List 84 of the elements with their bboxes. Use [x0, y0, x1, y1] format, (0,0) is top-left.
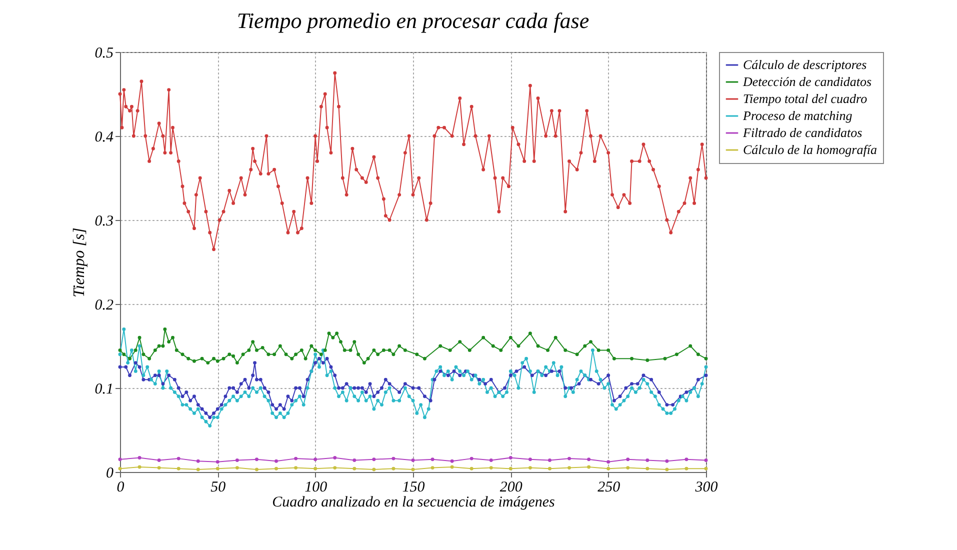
- point: [255, 468, 258, 472]
- x-tick-label: 0: [116, 480, 125, 496]
- legend-label: Cálculo de descriptores: [743, 57, 867, 72]
- legend-label: Cálculo de la homografía: [743, 142, 878, 157]
- y-tick-label: 0.5: [94, 46, 114, 62]
- x-tick-label: 200: [500, 480, 523, 496]
- point: [548, 458, 552, 462]
- point: [587, 458, 591, 462]
- point: [606, 466, 610, 470]
- point: [411, 468, 415, 472]
- y-tick-label: 0.3: [94, 214, 114, 230]
- point: [274, 459, 278, 463]
- point: [333, 456, 337, 460]
- point: [626, 458, 630, 462]
- point: [314, 458, 318, 462]
- point: [235, 466, 239, 470]
- y-tick-label: 0.1: [94, 382, 114, 398]
- point: [704, 458, 708, 462]
- legend-label: Filtrado de candidatos: [742, 125, 862, 140]
- point: [548, 466, 552, 470]
- point: [568, 456, 571, 460]
- point: [528, 458, 532, 462]
- point: [138, 456, 142, 460]
- x-tick-label: 300: [694, 480, 718, 496]
- point: [508, 466, 512, 470]
- x-axis-title: Cuadro analizado en la secuencia de imágenes: [272, 494, 556, 510]
- point: [176, 466, 180, 470]
- point: [294, 466, 298, 470]
- x-tick-label: 100: [304, 480, 328, 496]
- point: [138, 465, 142, 469]
- point: [235, 458, 239, 462]
- y-axis-title: Tiempo [s]: [70, 228, 88, 298]
- point: [176, 456, 180, 460]
- point: [665, 468, 669, 472]
- point: [489, 458, 493, 462]
- point: [216, 460, 220, 464]
- point: [118, 466, 122, 470]
- point: [372, 468, 376, 472]
- point: [684, 458, 688, 462]
- y-tick-label: 0: [106, 466, 114, 482]
- point: [216, 466, 220, 470]
- point: [352, 458, 356, 462]
- y-tick-label: 0.2: [94, 298, 114, 314]
- point: [411, 458, 415, 462]
- legend-label: Tiempo total del cuadro: [743, 91, 868, 106]
- point: [568, 466, 571, 470]
- point: [646, 466, 650, 470]
- point: [392, 456, 396, 460]
- point: [665, 459, 669, 463]
- point: [118, 458, 122, 462]
- point: [157, 458, 161, 462]
- chart-title: Tiempo promedio en procesar cada fase: [236, 8, 590, 33]
- legend-label: Detección de candidatos: [742, 74, 872, 89]
- point: [528, 466, 532, 470]
- legend-label: Proceso de matching: [742, 108, 853, 123]
- point: [450, 465, 454, 469]
- point: [352, 466, 356, 470]
- point: [392, 466, 396, 470]
- point: [196, 459, 200, 463]
- point: [684, 466, 688, 470]
- point: [470, 466, 474, 470]
- x-tick-label: 250: [598, 480, 621, 496]
- point: [450, 459, 454, 463]
- point: [430, 458, 434, 462]
- point: [646, 458, 650, 462]
- point: [587, 465, 591, 469]
- x-tick-label: 150: [402, 480, 426, 496]
- point: [626, 466, 630, 470]
- y-tick-label: 0.4: [94, 130, 114, 146]
- point: [606, 460, 610, 464]
- point: [255, 458, 258, 462]
- point: [294, 456, 298, 460]
- x-tick-label: 50: [210, 480, 226, 496]
- point: [704, 466, 708, 470]
- point: [196, 468, 200, 472]
- point: [470, 456, 474, 460]
- point: [274, 466, 278, 470]
- point: [430, 466, 434, 470]
- point: [508, 456, 512, 460]
- point: [314, 466, 318, 470]
- point: [372, 458, 376, 462]
- point: [489, 466, 493, 470]
- point: [333, 466, 337, 470]
- point: [157, 466, 161, 470]
